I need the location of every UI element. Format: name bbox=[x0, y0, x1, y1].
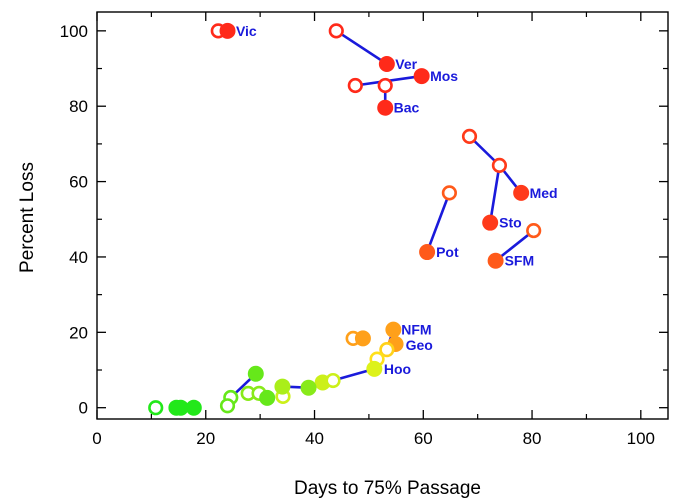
data-point-filled bbox=[385, 321, 402, 338]
data-point-filled bbox=[513, 184, 530, 201]
connector-line bbox=[425, 191, 451, 254]
point-label: Bac bbox=[394, 100, 420, 116]
data-point-open bbox=[526, 222, 542, 239]
x-tick-label: 20 bbox=[196, 429, 215, 448]
connector-line bbox=[494, 229, 535, 263]
point-label: NFM bbox=[401, 322, 431, 338]
data-point-filled bbox=[419, 244, 436, 261]
data-point-filled bbox=[377, 99, 394, 116]
x-tick-label: 60 bbox=[414, 429, 433, 448]
y-tick-label: 20 bbox=[69, 323, 88, 342]
data-point-filled bbox=[274, 378, 291, 395]
data-point-filled bbox=[378, 56, 395, 73]
data-point-open bbox=[377, 77, 393, 94]
x-axis-title: Days to 75% Passage bbox=[294, 478, 481, 499]
y-tick-label: 80 bbox=[69, 97, 88, 116]
point-label: Mos bbox=[430, 68, 458, 84]
connector-line bbox=[334, 29, 389, 66]
data-point-open bbox=[219, 398, 236, 414]
point-label: Vic bbox=[236, 23, 257, 39]
plot-frame bbox=[96, 11, 669, 420]
data-point-open bbox=[347, 77, 363, 94]
data-point-filled bbox=[354, 330, 371, 347]
x-tick-label: 80 bbox=[523, 429, 542, 448]
data-point-filled bbox=[487, 252, 504, 269]
data-point-filled bbox=[482, 214, 499, 231]
data-points bbox=[148, 22, 542, 416]
data-point-filled bbox=[413, 68, 430, 85]
data-point-filled bbox=[366, 360, 383, 377]
connector-line bbox=[488, 164, 501, 224]
x-tick-label: 40 bbox=[305, 429, 324, 448]
point-label: Geo bbox=[406, 337, 433, 353]
data-point-filled bbox=[300, 379, 317, 396]
data-point-open bbox=[328, 23, 344, 39]
point-label: Pot bbox=[436, 244, 459, 260]
data-point-open bbox=[325, 372, 341, 389]
data-point-filled bbox=[259, 389, 276, 406]
data-point-open bbox=[491, 157, 508, 173]
data-point-filled bbox=[219, 22, 236, 39]
point-label: Hoo bbox=[384, 361, 411, 377]
point-label: Sto bbox=[499, 215, 522, 231]
data-point-open bbox=[379, 342, 395, 358]
y-tick-label: 0 bbox=[79, 399, 88, 418]
y-tick-label: 60 bbox=[69, 173, 88, 192]
data-point-open bbox=[148, 400, 164, 416]
point-label: Ver bbox=[395, 56, 417, 72]
y-axis-title: Percent Loss bbox=[17, 162, 38, 273]
point-label: SFM bbox=[505, 253, 535, 269]
point-label: Med bbox=[530, 185, 558, 201]
x-tick-label: 0 bbox=[92, 429, 101, 448]
data-point-filled bbox=[247, 365, 264, 382]
y-tick-label: 100 bbox=[60, 22, 88, 41]
data-point-open bbox=[461, 128, 478, 144]
data-point-open bbox=[441, 185, 457, 201]
x-axis-ticks: 0 20 40 60 80 100 bbox=[92, 12, 655, 448]
data-point-filled bbox=[185, 399, 202, 416]
y-axis-ticks: 0 20 40 60 80 100 bbox=[60, 22, 668, 418]
y-tick-label: 40 bbox=[69, 248, 88, 267]
x-tick-label: 100 bbox=[627, 429, 655, 448]
